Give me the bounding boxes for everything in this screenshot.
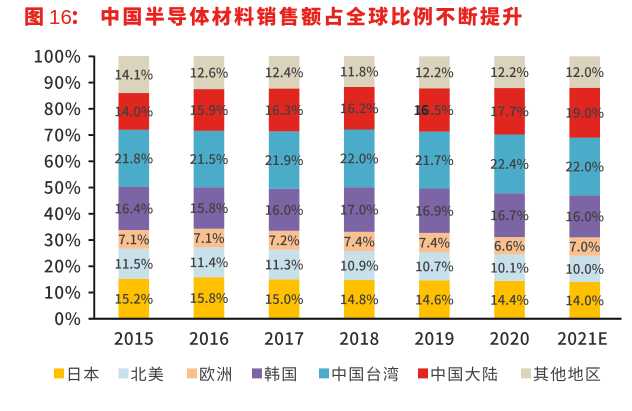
svg-text:16: 16 (49, 6, 72, 29)
